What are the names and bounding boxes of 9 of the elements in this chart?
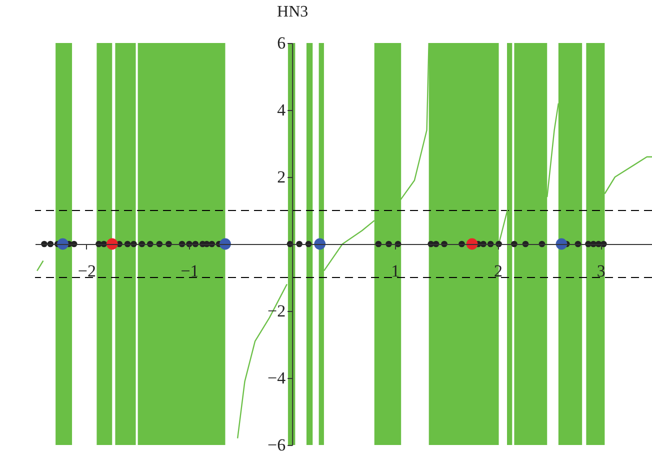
x-tick-label: −2	[78, 262, 96, 280]
y-tick-label: 6	[277, 34, 286, 52]
x-tick-label: 1	[391, 262, 400, 280]
x-tick-label: −1	[180, 262, 199, 280]
y-tick-label: −4	[267, 368, 286, 388]
y-axis-title: HN3	[277, 4, 308, 20]
y-tick-label: 2	[277, 168, 286, 186]
y-tick-label: 4	[277, 100, 286, 120]
y-tick-label: −6	[267, 436, 286, 454]
